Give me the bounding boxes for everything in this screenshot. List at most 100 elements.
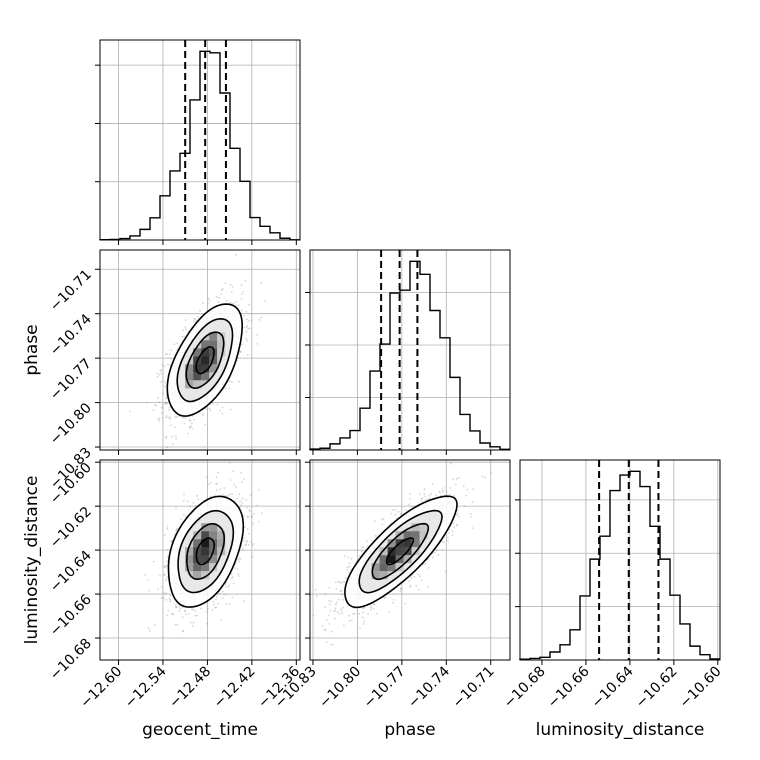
y-tick-label: −10.77 bbox=[47, 356, 95, 404]
contour-line-1 bbox=[358, 509, 443, 594]
density-cell bbox=[193, 348, 202, 357]
density-cell bbox=[209, 563, 218, 572]
panel-frame bbox=[309, 459, 511, 661]
density-cell bbox=[201, 523, 210, 532]
panel-content bbox=[310, 460, 510, 660]
density-cell bbox=[379, 571, 388, 580]
histogram-geocent_time bbox=[99, 50, 300, 241]
x-tick-label: −10.71 bbox=[450, 664, 498, 712]
density-cell bbox=[193, 531, 202, 540]
density-cell bbox=[193, 380, 202, 389]
density-cell bbox=[403, 531, 412, 540]
contour-line-0 bbox=[166, 303, 244, 417]
contour-line-3 bbox=[195, 346, 215, 375]
contour-line-2 bbox=[371, 522, 430, 581]
density-cell bbox=[217, 539, 226, 548]
density-cell bbox=[201, 372, 210, 381]
hist-panel-luminosity_distance bbox=[515, 459, 721, 665]
histogram-luminosity_distance bbox=[519, 470, 720, 660]
y-tick-label: −10.68 bbox=[47, 636, 95, 684]
density-cell bbox=[209, 539, 218, 548]
density-cell bbox=[387, 555, 396, 564]
contour-line-2 bbox=[185, 523, 225, 581]
density-cell bbox=[387, 539, 396, 548]
panel-content bbox=[100, 250, 300, 450]
density-cell bbox=[201, 563, 210, 572]
hist-panel-geocent_time bbox=[95, 39, 301, 245]
x-tick-label: −10.74 bbox=[405, 663, 453, 711]
y-tick-label: −10.74 bbox=[47, 311, 95, 359]
x-tick-label: −12.54 bbox=[122, 663, 170, 711]
density-cell bbox=[193, 364, 202, 373]
density-cell bbox=[217, 531, 226, 540]
density-cell bbox=[201, 555, 210, 564]
density-cell bbox=[209, 340, 218, 349]
x-tick-label: −10.68 bbox=[501, 664, 549, 712]
panel-grid bbox=[310, 460, 510, 660]
density-cell bbox=[185, 555, 194, 564]
density-cell bbox=[209, 523, 218, 532]
density-cell bbox=[209, 348, 218, 357]
panel-frame bbox=[519, 459, 721, 661]
x-tick-label: −10.60 bbox=[677, 664, 725, 712]
density-cell bbox=[209, 332, 218, 341]
density-cell bbox=[371, 571, 380, 580]
contour-line-0 bbox=[344, 495, 458, 609]
contour-line-1 bbox=[176, 317, 234, 403]
x-tick-label: −10.66 bbox=[545, 663, 593, 711]
y-tick-label: −10.80 bbox=[47, 400, 95, 448]
density-cell bbox=[217, 348, 226, 357]
density-cell bbox=[403, 539, 412, 548]
panel-frame bbox=[99, 249, 301, 451]
x-tick-label: −12.60 bbox=[77, 664, 125, 712]
contour-line-0 bbox=[167, 495, 245, 608]
panel-content bbox=[100, 460, 300, 660]
hist-grid bbox=[520, 460, 720, 660]
x-tick-label: −10.62 bbox=[633, 664, 681, 712]
density-cell bbox=[379, 555, 388, 564]
y-axis-label-phase: phase bbox=[22, 324, 42, 375]
density-cell bbox=[185, 372, 194, 381]
density-cell bbox=[395, 547, 404, 556]
density-cell bbox=[185, 547, 194, 556]
density-cell bbox=[411, 531, 420, 540]
density-cell bbox=[411, 523, 420, 532]
density-cell bbox=[379, 563, 388, 572]
density-cell bbox=[193, 372, 202, 381]
x-tick-label: −10.64 bbox=[589, 663, 637, 711]
x-axis-label-luminosity_distance: luminosity_distance bbox=[536, 720, 705, 740]
density-cell bbox=[201, 356, 210, 365]
density-cell bbox=[371, 563, 380, 572]
panel-frame bbox=[99, 459, 301, 661]
x-tick-label: −12.48 bbox=[166, 664, 214, 712]
density-cell bbox=[403, 555, 412, 564]
x-axis-label-phase: phase bbox=[384, 720, 435, 740]
density-cell bbox=[193, 539, 202, 548]
x-axis-label-geocent_time: geocent_time bbox=[142, 720, 258, 740]
y-tick-label: −10.71 bbox=[47, 267, 95, 315]
density-cell bbox=[201, 364, 210, 373]
density-cell bbox=[419, 531, 428, 540]
x-tick-label: −10.80 bbox=[316, 664, 364, 712]
panel-frame bbox=[309, 249, 511, 451]
histogram-phase bbox=[309, 260, 510, 450]
x-tick-label: −12.42 bbox=[211, 664, 259, 712]
density-cell bbox=[201, 547, 210, 556]
hist-panel-phase bbox=[305, 249, 511, 455]
y-tick-label: −10.62 bbox=[47, 504, 95, 552]
y-tick-label: −10.66 bbox=[47, 592, 95, 640]
density-cell bbox=[419, 523, 428, 532]
density-cell bbox=[185, 364, 194, 373]
contour-line-3 bbox=[385, 537, 415, 566]
density-cell bbox=[201, 531, 210, 540]
density-cell bbox=[411, 539, 420, 548]
y-axis-label-luminosity_distance: luminosity_distance bbox=[22, 476, 42, 645]
density-cell bbox=[193, 571, 202, 580]
scatter-panel-geocent_time-phase bbox=[95, 249, 301, 455]
density-cell bbox=[201, 340, 210, 349]
density-cell bbox=[217, 332, 226, 341]
density-cell bbox=[201, 348, 210, 357]
density-cell bbox=[387, 563, 396, 572]
y-tick-label: −10.64 bbox=[47, 548, 95, 596]
